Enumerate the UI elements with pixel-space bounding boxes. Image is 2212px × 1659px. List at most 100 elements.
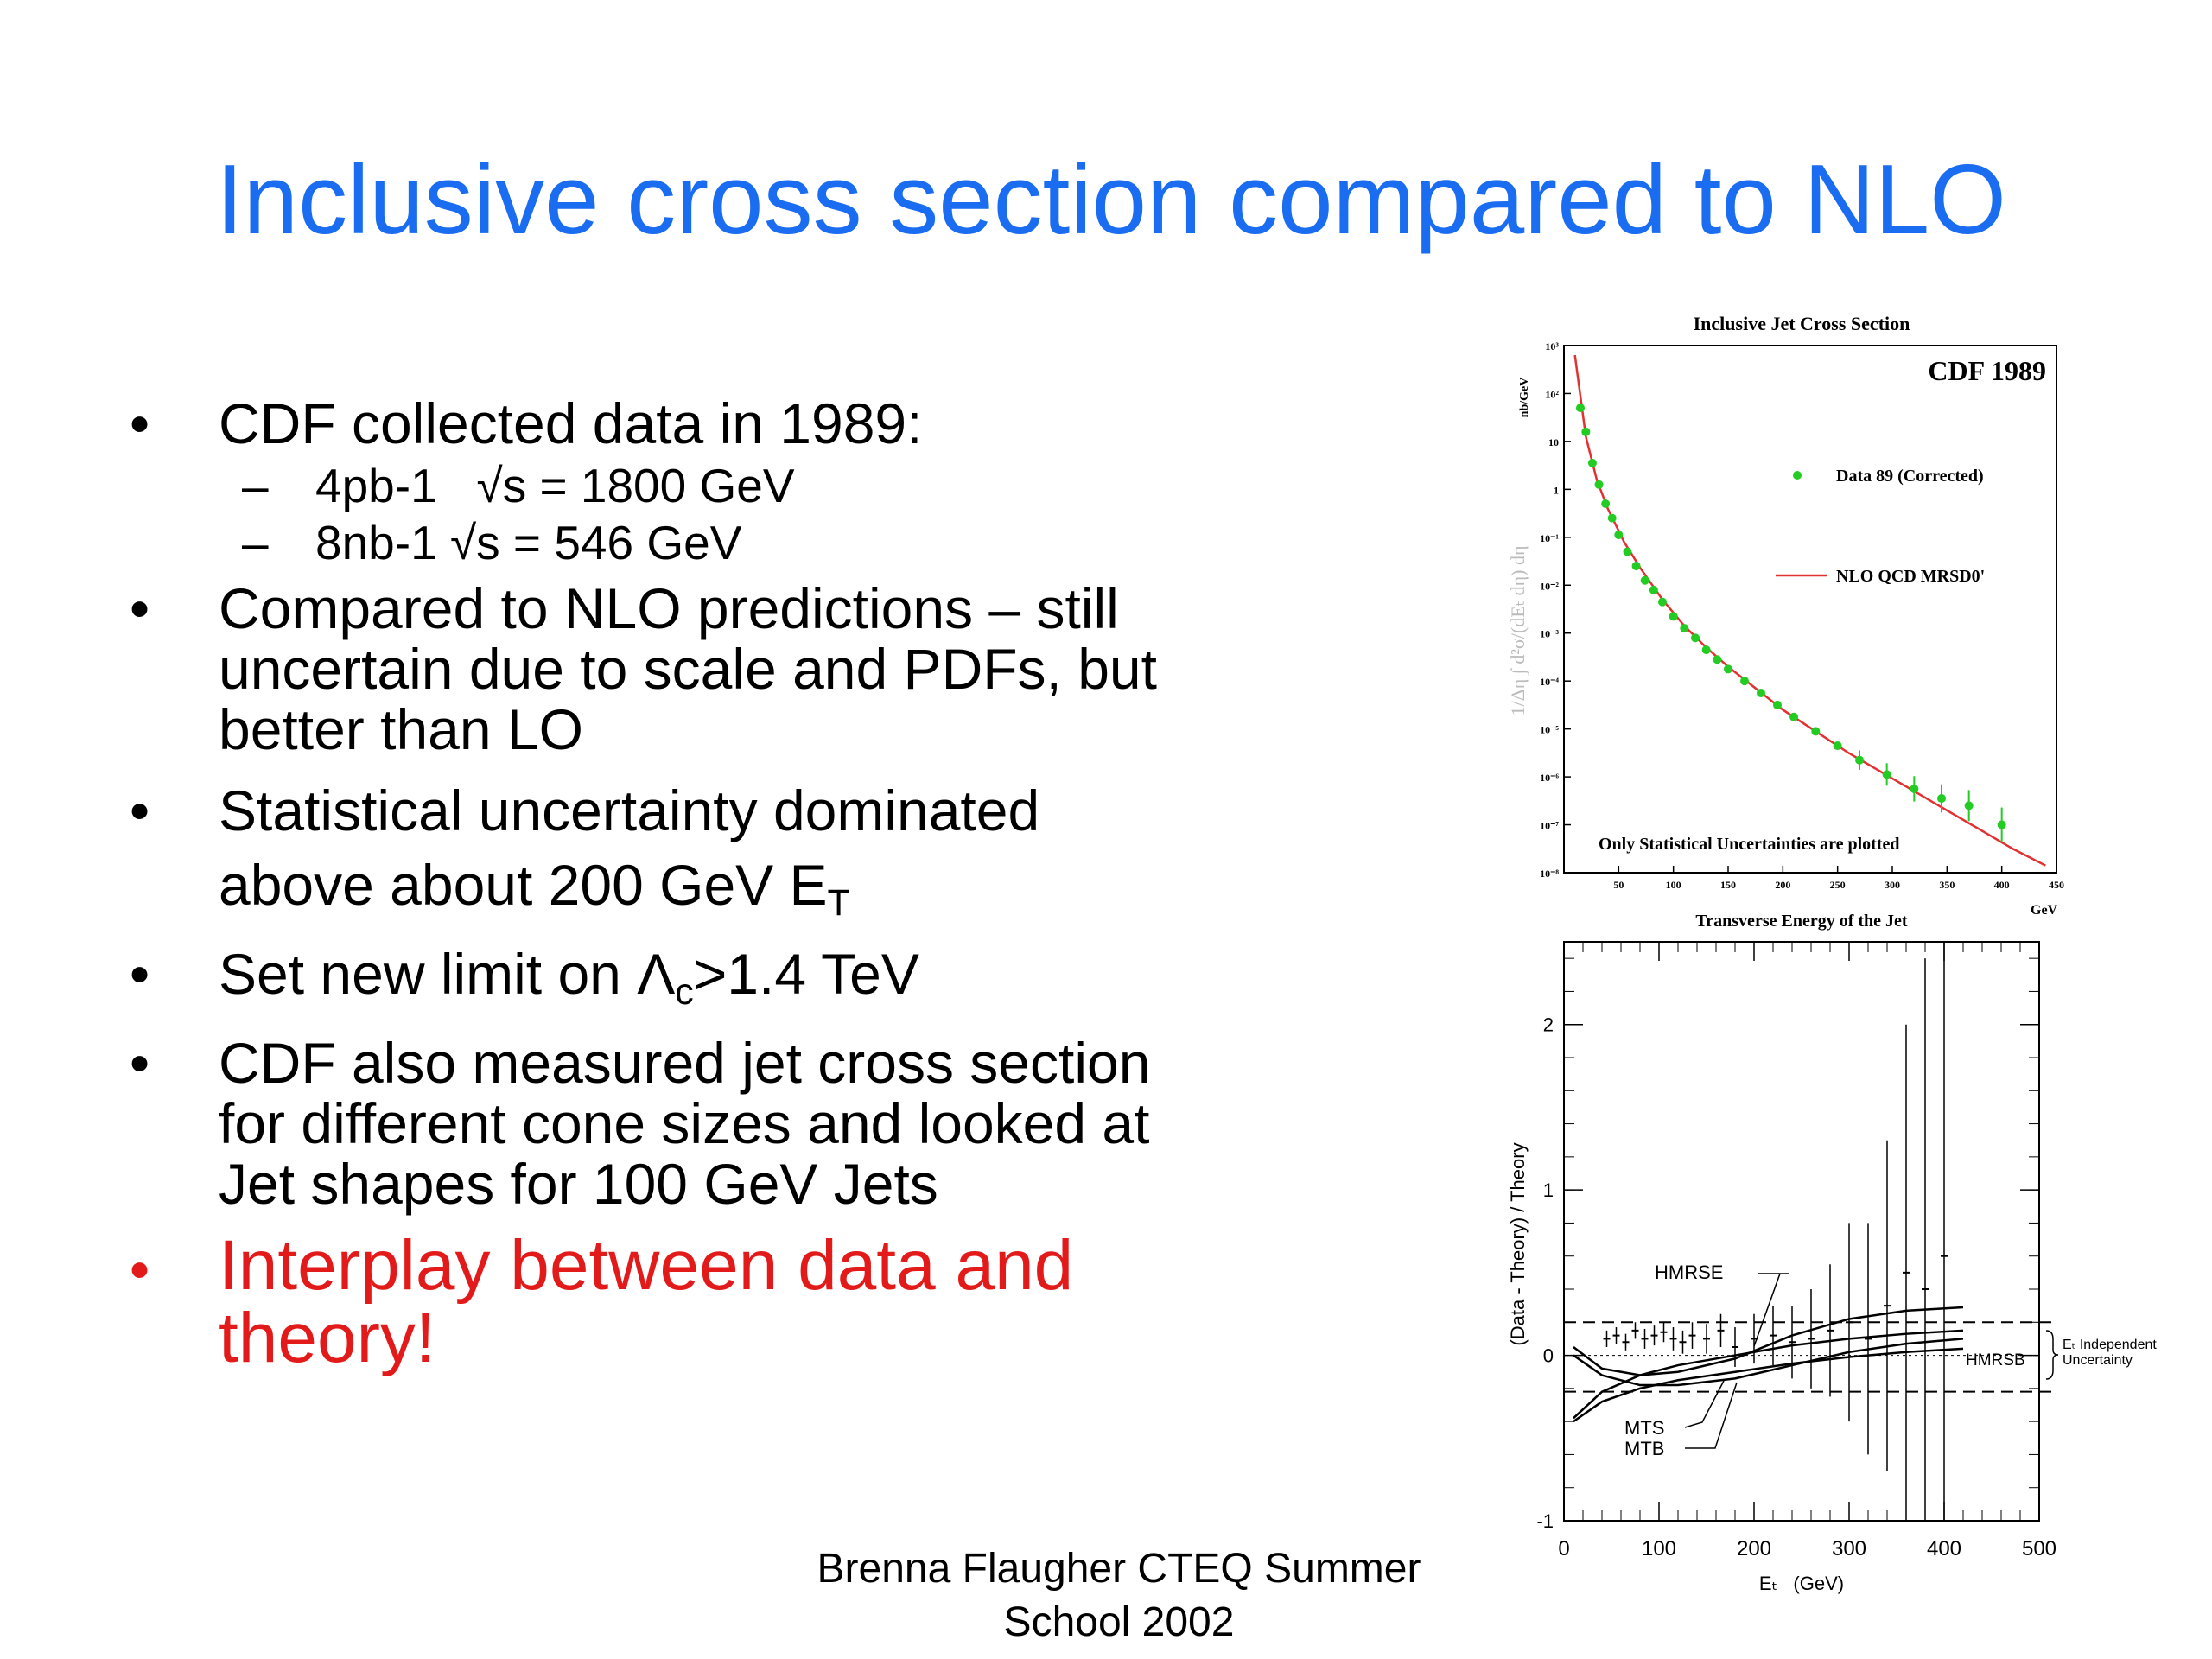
data-point <box>1607 513 1617 523</box>
label-hmrsb: HMRSB <box>1966 1351 2025 1370</box>
y-tick-label: 10⁻⁵ <box>1540 724 1559 736</box>
data-point <box>1910 784 1919 793</box>
data-point <box>1658 597 1667 607</box>
data-point <box>1789 712 1798 721</box>
x-tick-label: 50 <box>1613 879 1624 891</box>
data-point <box>1724 664 1732 674</box>
bullet-text: Interplay between data and theory! <box>219 1226 1074 1377</box>
x-tick-label: 300 <box>1832 1537 1866 1560</box>
bullet-interplay: • Interplay between data and theory! <box>130 1230 1166 1375</box>
data-point <box>1623 547 1632 556</box>
y-tick-label: -1 <box>1536 1510 1554 1532</box>
x-tick-label: 500 <box>2022 1537 2056 1560</box>
x-axis-label: Eₜ (GeV) <box>1759 1573 1844 1594</box>
bullet-list: • CDF collected data in 1989: – 4pb-1 √s… <box>130 393 1166 1375</box>
bullet-compared-nlo: • Compared to NLO predictions – still un… <box>130 578 1166 760</box>
y-tick-label: 10⁻² <box>1540 580 1559 592</box>
data-point <box>1937 794 1946 804</box>
bullet-text: CDF also measured jet cross section for … <box>219 1031 1151 1216</box>
data-point <box>1833 741 1842 751</box>
x-tick-label: 200 <box>1737 1537 1771 1560</box>
subscript-c: c <box>675 971 694 1013</box>
y-tick-label: 10⁻⁶ <box>1540 772 1559 784</box>
data-point <box>1701 645 1711 655</box>
data-point <box>1757 689 1765 698</box>
data-point <box>1669 612 1678 621</box>
uncertainty-band <box>1564 1321 2056 1393</box>
subscript-t: T <box>827 882 850 924</box>
data-points <box>1603 942 1948 1521</box>
bullet-text: Statistical uncertainty dominated above … <box>219 779 1040 917</box>
data-point <box>1691 633 1700 643</box>
data-point <box>1614 531 1624 540</box>
data-point <box>1713 655 1722 664</box>
bullet-dot: • <box>130 391 150 455</box>
data-point <box>1680 624 1689 633</box>
footer: Brenna Flaugher CTEQ Summer School 2002 <box>760 1542 1478 1649</box>
footer-line-2: School 2002 <box>1003 1599 1235 1645</box>
legend-data-marker <box>1793 471 1802 480</box>
pointer-mtb <box>1685 1382 1738 1449</box>
data-point <box>1631 562 1641 571</box>
x-axis-label: Transverse Energy of the Jet <box>1695 912 1907 931</box>
curve-hmrsb <box>1573 1338 1964 1387</box>
data-point <box>1581 427 1591 436</box>
y-tick-label: 2 <box>1543 1014 1554 1036</box>
x-tick-label: 150 <box>1720 879 1736 891</box>
bullet-statistical: • Statistical uncertainty dominated abov… <box>130 773 1166 940</box>
y-tick-label: 0 <box>1543 1345 1554 1367</box>
band-brace <box>2045 1330 2059 1380</box>
curve-mtb <box>1573 1347 1964 1423</box>
bullet-cone-sizes: • CDF also measured jet cross section fo… <box>130 1033 1166 1214</box>
curve-mts <box>1573 1329 1964 1420</box>
data-point <box>1601 499 1611 508</box>
plot-frame <box>1563 941 2040 1522</box>
y-tick-label: 1 <box>1554 484 1559 496</box>
data-point <box>1997 820 2006 830</box>
y-tick-label: 10⁻³ <box>1540 628 1559 640</box>
x-tick-label: 450 <box>2049 879 2064 891</box>
y-tick-label: 10³ <box>1545 340 1559 353</box>
annotation: Only Statistical Uncertainties are plott… <box>1599 835 1899 854</box>
y-tick-label: 10 <box>1548 436 1559 448</box>
plot-frame <box>1563 345 2057 874</box>
y-axis-label: 1/Δη ∫ d²σ/(dEₜ dη) dη <box>1507 546 1529 716</box>
y-tick-label: 10⁻⁷ <box>1540 820 1559 832</box>
data-point <box>1773 700 1782 709</box>
y-tick-label: 10⁻⁸ <box>1540 868 1559 880</box>
nlo-curve <box>1573 354 2046 867</box>
sub-dash: – <box>242 459 269 512</box>
x-tick-label: 400 <box>1994 879 2010 891</box>
legend-nlo-label: NLO QCD MRSD0' <box>1836 567 1985 586</box>
data-point <box>1594 480 1604 489</box>
data-point <box>1587 458 1597 467</box>
y-tick-label: 1 <box>1543 1179 1554 1201</box>
x-tick-label: 250 <box>1830 879 1846 891</box>
bullet-dot: • <box>130 576 150 640</box>
theory-curves <box>1573 1306 1964 1423</box>
slide-title: Inclusive cross section compared to NLO <box>216 145 2006 255</box>
bullet-dot: • <box>130 942 150 1006</box>
data-points <box>1576 404 2006 842</box>
x-tick-label: 350 <box>1939 879 1955 891</box>
y-tick-label: 10² <box>1545 388 1559 400</box>
data-point <box>1640 575 1649 585</box>
curve-hmrse <box>1573 1306 1964 1376</box>
label-mts: MTS <box>1624 1417 1664 1439</box>
label-hmrse: HMRSE <box>1655 1262 1723 1283</box>
y-unit: nb/GeV <box>1518 378 1531 418</box>
y-axis-label: (Data - Theory) / Theory <box>1507 1142 1529 1345</box>
bullet-text: Compared to NLO predictions – still unce… <box>219 576 1157 761</box>
y-axis-ticks: 10³ 10² 10 1 10⁻¹ 10⁻² 10⁻³ 10⁻⁴ 10⁻⁵ 10⁻⁶ 10⁻⁷ 10⁻… <box>1540 340 1571 880</box>
bullet-limit: • Set new limit on Λc>1.4 TeV <box>130 944 1166 1022</box>
corner-label: CDF 1989 <box>1928 355 2046 386</box>
x-tick-label: 100 <box>1642 1537 1676 1560</box>
legend-data-label: Data 89 (Corrected) <box>1836 467 1984 486</box>
footer-line-1: Brenna Flaugher CTEQ Summer <box>817 1546 1421 1592</box>
band-note-1: Eₜ Independent <box>2063 1338 2157 1352</box>
bullet-dot: • <box>130 779 150 842</box>
bullet-dot: • <box>130 1031 150 1095</box>
figure-title: Inclusive Jet Cross Section <box>1694 313 1910 334</box>
